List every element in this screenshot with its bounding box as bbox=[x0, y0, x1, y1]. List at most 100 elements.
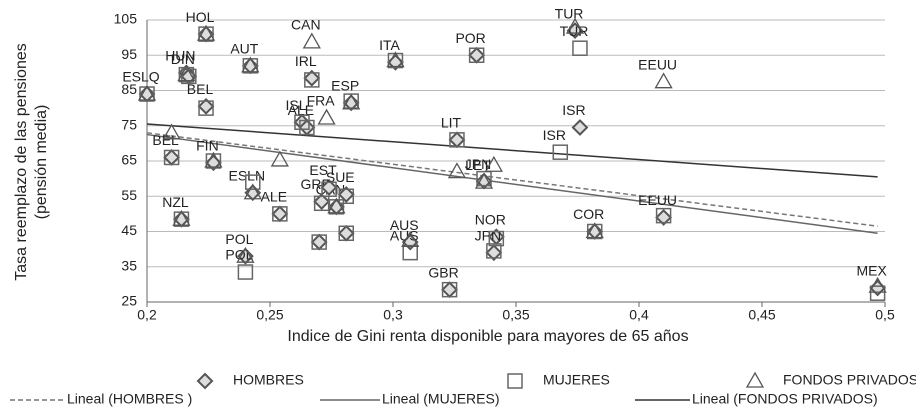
y-axis-title: Tasa reemplazo de las pensiones bbox=[13, 43, 30, 280]
point bbox=[177, 65, 196, 82]
point-label: FIN bbox=[196, 137, 219, 153]
point-label: BEL bbox=[152, 132, 179, 148]
point bbox=[552, 144, 569, 160]
point bbox=[449, 132, 465, 148]
point bbox=[337, 186, 355, 203]
x-tick-label: 0,35 bbox=[502, 307, 529, 323]
point-label: ALE bbox=[288, 102, 314, 118]
x-tick-label: 0,3 bbox=[383, 307, 403, 323]
point-label: ESLQ bbox=[122, 69, 159, 85]
point bbox=[448, 131, 466, 149]
y-tick-label: 95 bbox=[121, 46, 137, 62]
point bbox=[484, 155, 503, 172]
point-label: CAN bbox=[291, 17, 321, 33]
point bbox=[476, 170, 492, 187]
point bbox=[402, 244, 418, 261]
point bbox=[271, 205, 289, 223]
point bbox=[162, 123, 181, 140]
x-tick-label: 0,45 bbox=[748, 307, 775, 323]
point bbox=[236, 247, 254, 265]
point bbox=[468, 47, 485, 63]
point-label: JPN bbox=[465, 156, 491, 172]
y-axis-title: (pensión media) bbox=[33, 105, 50, 220]
point-label: IRL bbox=[295, 53, 317, 69]
point-label: JPN bbox=[475, 227, 501, 243]
point-label: COR bbox=[573, 206, 604, 222]
trend-line bbox=[146, 133, 878, 235]
point-label: DIN bbox=[171, 51, 195, 67]
x-tick-label: 0,5 bbox=[875, 307, 895, 323]
point bbox=[310, 233, 328, 251]
point-label: ESP bbox=[331, 78, 359, 94]
y-tick-label: 75 bbox=[121, 116, 137, 132]
point bbox=[342, 94, 360, 112]
y-tick-label: 55 bbox=[121, 187, 137, 203]
point-label: AUS bbox=[390, 217, 419, 233]
point-label: AUS bbox=[390, 227, 419, 243]
point bbox=[338, 188, 355, 204]
legend-label: MUJERES bbox=[543, 372, 610, 388]
point-label: EST bbox=[309, 162, 337, 178]
point-label: AUT bbox=[230, 41, 258, 57]
point bbox=[486, 243, 502, 259]
point bbox=[317, 108, 336, 125]
point bbox=[204, 151, 223, 168]
legend-label: HOMBRES bbox=[233, 372, 304, 388]
point-label: MEX bbox=[856, 263, 887, 279]
y-tick-label: 105 bbox=[114, 11, 138, 27]
point bbox=[654, 72, 673, 89]
x-tick-label: 0,4 bbox=[629, 307, 649, 323]
point-label: EEUU bbox=[638, 192, 677, 208]
point bbox=[338, 225, 355, 242]
point bbox=[245, 174, 261, 190]
point bbox=[868, 276, 887, 293]
legend-label: Lineal (FONDOS PRIVADOS) bbox=[692, 391, 878, 407]
point-label: TUR bbox=[555, 5, 584, 21]
point-label: LIT bbox=[441, 115, 462, 131]
legend-marker bbox=[745, 371, 765, 388]
x-axis-title: Indice de Gini renta disponible para may… bbox=[287, 328, 688, 345]
point bbox=[337, 224, 355, 242]
trend-line bbox=[146, 123, 878, 178]
point-label: NZL bbox=[162, 194, 189, 210]
point-label: POR bbox=[455, 30, 485, 46]
point-label: ITA bbox=[379, 37, 400, 53]
point-label: BEL bbox=[187, 81, 214, 97]
point bbox=[302, 32, 321, 49]
point bbox=[198, 100, 214, 116]
point-label: GBR bbox=[428, 264, 458, 280]
point-label: HUN bbox=[165, 48, 195, 64]
point bbox=[869, 285, 886, 301]
point bbox=[655, 208, 673, 226]
point bbox=[441, 281, 458, 299]
point bbox=[313, 193, 331, 210]
point-label: ALE bbox=[261, 189, 287, 205]
trend-line bbox=[146, 132, 878, 227]
point bbox=[303, 69, 321, 87]
y-tick-label: 45 bbox=[121, 222, 137, 238]
point bbox=[386, 51, 405, 68]
point-label: EEUU bbox=[638, 56, 677, 72]
point bbox=[655, 207, 672, 224]
point bbox=[243, 183, 262, 200]
point bbox=[342, 93, 361, 110]
point bbox=[488, 230, 505, 247]
point bbox=[441, 281, 458, 298]
y-tick-label: 25 bbox=[121, 293, 137, 309]
point-label: ISR bbox=[543, 127, 566, 143]
point bbox=[241, 56, 260, 73]
point bbox=[311, 234, 327, 250]
y-tick-label: 85 bbox=[121, 81, 137, 97]
point bbox=[197, 97, 215, 115]
point bbox=[320, 179, 338, 196]
point-label: HOL bbox=[186, 9, 215, 25]
point-label: SUE bbox=[326, 169, 355, 185]
point bbox=[272, 206, 288, 222]
point bbox=[321, 181, 337, 197]
point bbox=[172, 209, 191, 226]
legend-label: Lineal (MUJERES) bbox=[382, 391, 499, 407]
y-tick-label: 35 bbox=[121, 257, 137, 273]
x-tick-label: 0,2 bbox=[137, 307, 157, 323]
point bbox=[485, 244, 503, 262]
